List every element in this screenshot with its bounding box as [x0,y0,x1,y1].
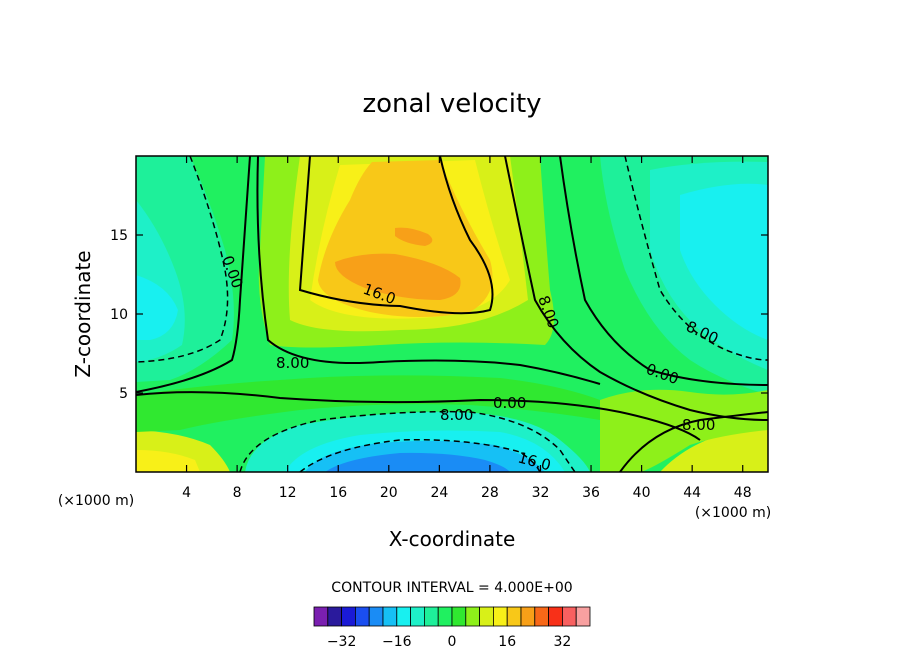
x-tick-label: 20 [380,485,398,501]
contour-zero-lower [136,391,701,441]
x-tick-label: 32 [532,485,550,501]
contour-neg16-lower [299,439,541,472]
region-mid-green-band [136,375,600,432]
x-tick-label: 16 [329,485,347,501]
contour-neg8-left [136,156,229,363]
y-tick-label: 10 [110,307,128,323]
colorbar-swatch [465,606,480,627]
contour-right-8 [504,156,768,421]
colorbar-swatch [327,606,342,627]
contour-zero-left [136,156,251,393]
x-tick-label: 24 [430,485,448,501]
colorbar-swatch [423,606,439,627]
colorbar-swatch [437,606,453,627]
colorbar-swatch [562,606,577,627]
colorbar-swatch [492,606,508,627]
colorbar-swatch [382,606,398,627]
x-tick-label: 44 [683,485,701,501]
y-axis-label: Z-coordinate [71,250,95,377]
y-tick-label: 5 [119,386,128,402]
contour-8-center [256,156,601,385]
x-tick-label: 28 [481,485,499,501]
colorbar-swatch [479,606,494,627]
x-tick-label: 8 [233,485,242,501]
colorbar-swatch [548,606,563,627]
y-axis-ticks: 5 10 15 [110,228,768,402]
contour-label: 8.00 [440,406,473,424]
y-units-label: (×1000 m) [695,505,771,521]
contour-16-center [298,156,494,315]
x-axis-ticks: 4 8 12 16 20 24 28 32 36 40 44 48 [182,156,752,501]
region-bottom-left-gold [136,450,200,472]
colorbar-tick-label: 0 [448,634,457,650]
colorbar-tick-label: 32 [553,634,571,650]
contour-labels: 0.00 16.0 8.00 8.00 0.00 8.00 8.00 0.00 … [218,253,721,474]
contour-right-neg8 [624,156,768,361]
colorbar-swatch [534,606,549,627]
x-axis-label: X-coordinate [389,527,516,551]
colorbar-tick-label: 16 [498,634,516,650]
heatmap-field [136,156,768,472]
chart-title: zonal velocity [362,89,541,119]
contour-label: 0.00 [493,394,526,412]
colorbar-swatch [575,606,591,627]
colorbar-swatch [313,606,329,627]
contour-label: 8.00 [276,354,309,372]
x-tick-label: 12 [279,485,297,501]
colorbar-ticks: −32 −16 0 16 32 [327,634,571,650]
colorbar-swatch [341,606,356,627]
colorbar-tick-label: −32 [327,634,357,650]
contour-right-zero [559,156,768,386]
colorbar-tick-label: −16 [382,634,412,650]
x-tick-label: 36 [582,485,600,501]
x-tick-label: 40 [633,485,651,501]
colorbar-swatch [396,606,411,627]
region-left-cyan [136,275,178,340]
colorbar [313,606,591,627]
x-tick-label: 48 [734,485,752,501]
contour-interval-text: CONTOUR INTERVAL = 4.000E+00 [331,580,572,596]
region-bottom-blue [325,452,510,472]
colorbar-swatch [410,606,425,627]
region-center-orange [335,253,461,300]
region-right-cyan [680,183,768,340]
x-tick-label: 4 [182,485,191,501]
contour-lines [136,156,768,472]
region-bottom-right-yellow [660,425,768,472]
colorbar-swatch [506,606,522,627]
colorbar-swatch [520,606,536,627]
contour-right-lower-8 [619,411,768,472]
x-units-label: (×1000 m) [58,493,134,509]
region-center-orange-small [395,227,433,246]
contour-neg8-lower [239,410,576,472]
colorbar-swatch [368,606,384,627]
y-tick-label: 15 [110,228,128,244]
contour-label: 8.00 [682,416,715,434]
colorbar-swatch [354,606,370,627]
colorbar-swatch [451,606,467,627]
